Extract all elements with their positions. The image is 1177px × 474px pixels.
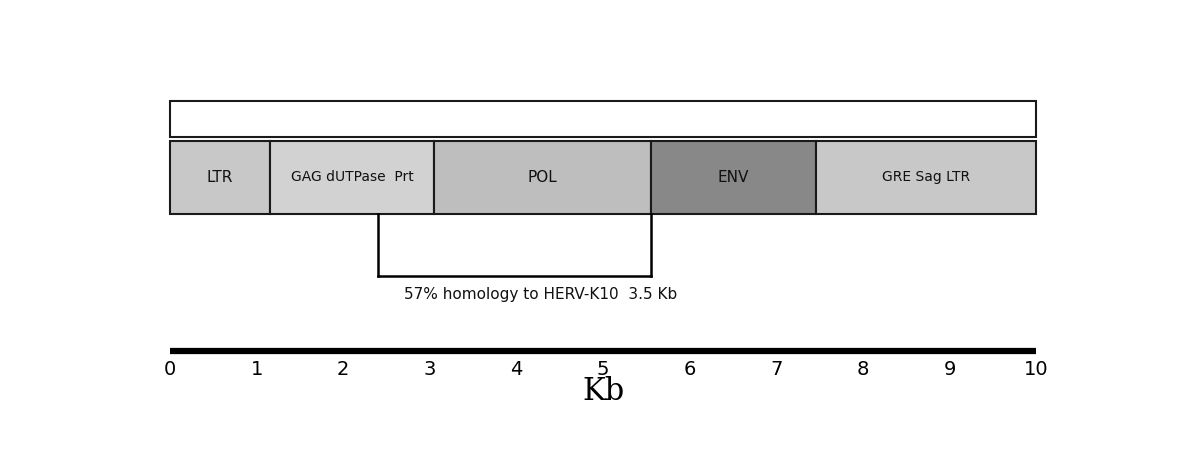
Text: ENV: ENV	[718, 170, 749, 185]
Bar	[169, 100, 1037, 137]
Text: 6: 6	[684, 360, 696, 379]
Bar	[169, 141, 270, 214]
Text: 5: 5	[597, 360, 610, 379]
Text: 9: 9	[944, 360, 956, 379]
Text: 4: 4	[511, 360, 523, 379]
Text: 57% homology to HERV-K10  3.5 Kb: 57% homology to HERV-K10 3.5 Kb	[404, 287, 677, 302]
Bar	[270, 141, 434, 214]
Text: 8: 8	[857, 360, 870, 379]
Text: 1: 1	[251, 360, 262, 379]
Text: POL: POL	[527, 170, 558, 185]
Text: 2: 2	[337, 360, 350, 379]
Text: 3: 3	[424, 360, 437, 379]
Bar	[816, 141, 1037, 214]
Bar	[651, 141, 816, 214]
Text: Kb: Kb	[583, 376, 624, 407]
Text: 0: 0	[164, 360, 177, 379]
Text: 10: 10	[1024, 360, 1049, 379]
Text: GRE Sag LTR: GRE Sag LTR	[882, 170, 970, 184]
Text: LTR: LTR	[207, 170, 233, 185]
Text: 7: 7	[770, 360, 783, 379]
Bar	[434, 141, 651, 214]
Text: GAG dUTPase  Prt: GAG dUTPase Prt	[291, 170, 413, 184]
